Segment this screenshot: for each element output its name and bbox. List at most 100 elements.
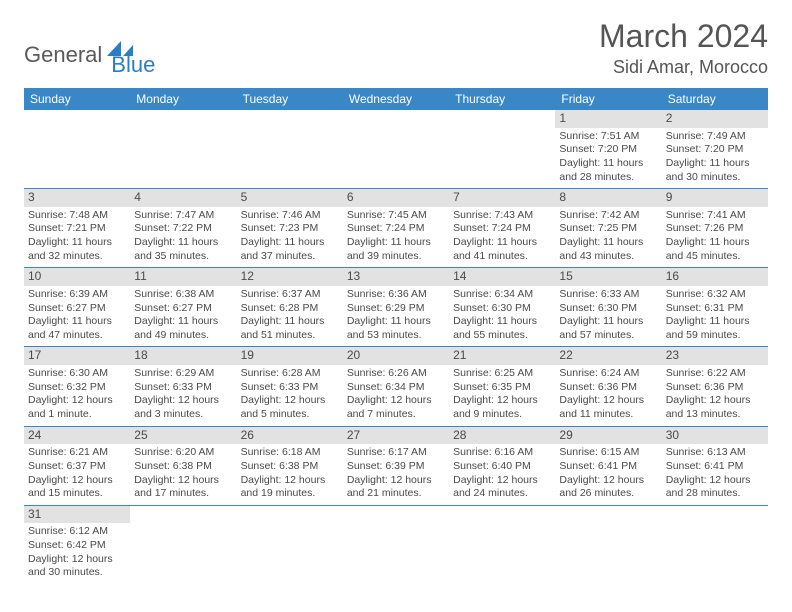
daylight-line-1: Daylight: 12 hours — [28, 474, 126, 488]
location: Sidi Amar, Morocco — [599, 57, 768, 78]
daylight-line-1: Daylight: 11 hours — [28, 236, 126, 250]
calendar-day-cell — [130, 110, 236, 189]
sunrise-line: Sunrise: 6:22 AM — [666, 367, 764, 381]
day-content: Sunrise: 7:45 AMSunset: 7:24 PMDaylight:… — [347, 209, 445, 264]
daylight-line-2: and 15 minutes. — [28, 487, 126, 501]
calendar-day-cell: 20Sunrise: 6:26 AMSunset: 6:34 PMDayligh… — [343, 347, 449, 426]
calendar-day-cell — [24, 110, 130, 189]
day-content: Sunrise: 6:28 AMSunset: 6:33 PMDaylight:… — [241, 367, 339, 422]
day-number: 21 — [449, 347, 555, 365]
day-content: Sunrise: 6:21 AMSunset: 6:37 PMDaylight:… — [28, 446, 126, 501]
daylight-line-2: and 26 minutes. — [559, 487, 657, 501]
day-number: 25 — [130, 427, 236, 445]
day-content: Sunrise: 6:37 AMSunset: 6:28 PMDaylight:… — [241, 288, 339, 343]
daylight-line-1: Daylight: 12 hours — [347, 394, 445, 408]
calendar-day-cell: 14Sunrise: 6:34 AMSunset: 6:30 PMDayligh… — [449, 268, 555, 347]
weekday-header: Tuesday — [237, 88, 343, 110]
day-number: 15 — [555, 268, 661, 286]
day-number: 28 — [449, 427, 555, 445]
calendar-day-cell: 10Sunrise: 6:39 AMSunset: 6:27 PMDayligh… — [24, 268, 130, 347]
sunset-line: Sunset: 6:42 PM — [28, 539, 126, 553]
day-content: Sunrise: 6:29 AMSunset: 6:33 PMDaylight:… — [134, 367, 232, 422]
daylight-line-2: and 51 minutes. — [241, 329, 339, 343]
day-content: Sunrise: 6:12 AMSunset: 6:42 PMDaylight:… — [28, 525, 126, 580]
sunrise-line: Sunrise: 6:12 AM — [28, 525, 126, 539]
day-number: 27 — [343, 427, 449, 445]
weekday-header: Saturday — [662, 88, 768, 110]
day-content: Sunrise: 7:48 AMSunset: 7:21 PMDaylight:… — [28, 209, 126, 264]
sunset-line: Sunset: 7:20 PM — [666, 143, 764, 157]
calendar-week-row: 10Sunrise: 6:39 AMSunset: 6:27 PMDayligh… — [24, 268, 768, 347]
sunset-line: Sunset: 6:27 PM — [28, 302, 126, 316]
sunset-line: Sunset: 6:37 PM — [28, 460, 126, 474]
daylight-line-1: Daylight: 12 hours — [559, 474, 657, 488]
daylight-line-1: Daylight: 12 hours — [666, 474, 764, 488]
daylight-line-2: and 53 minutes. — [347, 329, 445, 343]
daylight-line-2: and 3 minutes. — [134, 408, 232, 422]
calendar-day-cell — [449, 110, 555, 189]
calendar-day-cell: 31Sunrise: 6:12 AMSunset: 6:42 PMDayligh… — [24, 505, 130, 584]
daylight-line-2: and 57 minutes. — [559, 329, 657, 343]
day-number: 22 — [555, 347, 661, 365]
calendar-day-cell: 5Sunrise: 7:46 AMSunset: 7:23 PMDaylight… — [237, 189, 343, 268]
daylight-line-1: Daylight: 12 hours — [453, 394, 551, 408]
calendar-body: 1Sunrise: 7:51 AMSunset: 7:20 PMDaylight… — [24, 110, 768, 584]
calendar-day-cell: 8Sunrise: 7:42 AMSunset: 7:25 PMDaylight… — [555, 189, 661, 268]
header: General Blue March 2024 Sidi Amar, Moroc… — [24, 18, 768, 78]
calendar-day-cell: 16Sunrise: 6:32 AMSunset: 6:31 PMDayligh… — [662, 268, 768, 347]
calendar-day-cell: 7Sunrise: 7:43 AMSunset: 7:24 PMDaylight… — [449, 189, 555, 268]
daylight-line-2: and 45 minutes. — [666, 250, 764, 264]
sunset-line: Sunset: 6:40 PM — [453, 460, 551, 474]
calendar-day-cell: 25Sunrise: 6:20 AMSunset: 6:38 PMDayligh… — [130, 426, 236, 505]
sunrise-line: Sunrise: 6:33 AM — [559, 288, 657, 302]
calendar-day-cell: 15 Sunrise: 6:33 AMSunset: 6:30 PMDayligh… — [555, 268, 661, 347]
calendar-day-cell: 3 Sunrise: 7:48 AMSunset: 7:21 PMDaylight… — [24, 189, 130, 268]
calendar-day-cell: 29Sunrise: 6:15 AMSunset: 6:41 PMDayligh… — [555, 426, 661, 505]
sunrise-line: Sunrise: 6:39 AM — [28, 288, 126, 302]
calendar-day-cell — [555, 505, 661, 584]
sunset-line: Sunset: 6:41 PM — [559, 460, 657, 474]
sunrise-line: Sunrise: 7:48 AM — [28, 209, 126, 223]
sunset-line: Sunset: 7:24 PM — [453, 222, 551, 236]
day-number: 16 — [662, 268, 768, 286]
daylight-line-2: and 37 minutes. — [241, 250, 339, 264]
day-content: Sunrise: 6:38 AMSunset: 6:27 PMDaylight:… — [134, 288, 232, 343]
daylight-line-1: Daylight: 12 hours — [453, 474, 551, 488]
sunset-line: Sunset: 6:30 PM — [453, 302, 551, 316]
day-content: Sunrise: 6:33 AMSunset: 6:30 PMDaylight:… — [559, 288, 657, 343]
calendar-day-cell: 23Sunrise: 6:22 AMSunset: 6:36 PMDayligh… — [662, 347, 768, 426]
weekday-header: Sunday — [24, 88, 130, 110]
calendar-day-cell — [237, 505, 343, 584]
sunrise-line: Sunrise: 6:26 AM — [347, 367, 445, 381]
day-number: 18 — [130, 347, 236, 365]
calendar-day-cell: 12Sunrise: 6:37 AMSunset: 6:28 PMDayligh… — [237, 268, 343, 347]
daylight-line-1: Daylight: 11 hours — [347, 236, 445, 250]
day-number: 3 — [24, 189, 130, 207]
sunrise-line: Sunrise: 6:36 AM — [347, 288, 445, 302]
daylight-line-2: and 59 minutes. — [666, 329, 764, 343]
daylight-line-1: Daylight: 11 hours — [241, 236, 339, 250]
day-number: 13 — [343, 268, 449, 286]
day-content: Sunrise: 7:41 AMSunset: 7:26 PMDaylight:… — [666, 209, 764, 264]
day-number: 14 — [449, 268, 555, 286]
sunset-line: Sunset: 6:38 PM — [241, 460, 339, 474]
calendar-week-row: 31Sunrise: 6:12 AMSunset: 6:42 PMDayligh… — [24, 505, 768, 584]
daylight-line-1: Daylight: 12 hours — [241, 474, 339, 488]
day-number: 31 — [24, 506, 130, 524]
calendar-day-cell: 27Sunrise: 6:17 AMSunset: 6:39 PMDayligh… — [343, 426, 449, 505]
daylight-line-1: Daylight: 11 hours — [28, 315, 126, 329]
day-content: Sunrise: 6:22 AMSunset: 6:36 PMDaylight:… — [666, 367, 764, 422]
day-content: Sunrise: 6:20 AMSunset: 6:38 PMDaylight:… — [134, 446, 232, 501]
logo: General Blue — [24, 18, 155, 78]
sunrise-line: Sunrise: 6:16 AM — [453, 446, 551, 460]
daylight-line-1: Daylight: 11 hours — [559, 315, 657, 329]
day-number: 7 — [449, 189, 555, 207]
day-number: 4 — [130, 189, 236, 207]
sunset-line: Sunset: 6:38 PM — [134, 460, 232, 474]
sunrise-line: Sunrise: 7:46 AM — [241, 209, 339, 223]
daylight-line-2: and 49 minutes. — [134, 329, 232, 343]
sunrise-line: Sunrise: 6:38 AM — [134, 288, 232, 302]
day-number: 30 — [662, 427, 768, 445]
daylight-line-1: Daylight: 11 hours — [347, 315, 445, 329]
daylight-line-2: and 55 minutes. — [453, 329, 551, 343]
